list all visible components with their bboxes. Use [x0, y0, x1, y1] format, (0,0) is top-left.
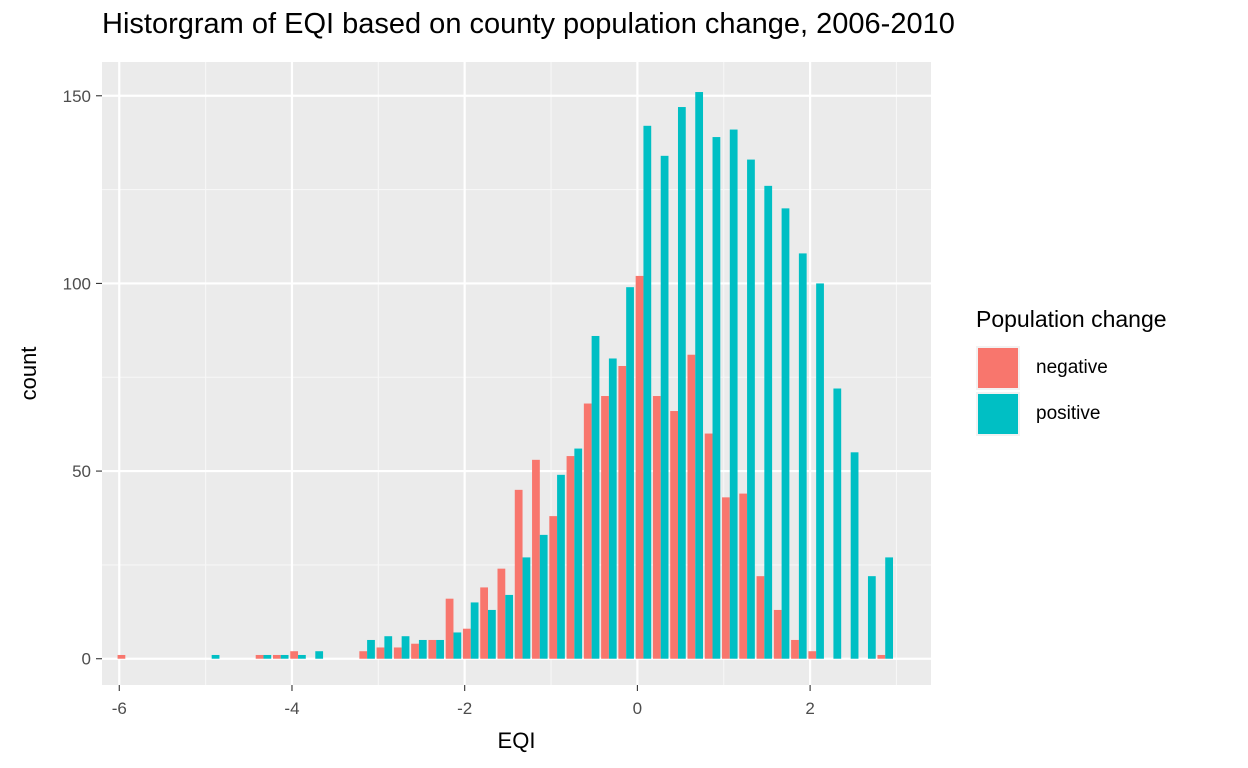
legend-title: Population change — [976, 306, 1167, 332]
x-tick-label: -6 — [112, 699, 127, 718]
y-tick-label: 100 — [63, 274, 91, 293]
bar-positive — [885, 557, 894, 659]
x-tick-label: -2 — [457, 699, 472, 718]
bar-positive — [522, 557, 531, 659]
bar-negative — [601, 396, 609, 659]
bar-positive — [436, 639, 444, 659]
bar-positive — [211, 654, 220, 659]
bar-negative — [532, 459, 540, 659]
bar-negative — [773, 609, 782, 659]
bar-negative — [618, 365, 627, 659]
bar-positive — [712, 137, 721, 659]
bar-positive — [505, 594, 514, 659]
bar-negative — [480, 587, 489, 659]
bar-negative — [877, 654, 886, 659]
bar-negative — [791, 639, 799, 659]
bar-positive — [263, 654, 272, 659]
bar-positive — [298, 654, 306, 659]
bar-negative — [376, 647, 385, 659]
bar-positive — [280, 654, 289, 659]
bar-positive — [608, 358, 617, 659]
bar-positive — [867, 576, 876, 659]
y-tick-label: 50 — [72, 462, 91, 481]
y-tick-label: 0 — [82, 650, 91, 669]
y-axis-title: count — [16, 347, 41, 401]
bar-negative — [117, 654, 126, 659]
axis-ticks — [96, 95, 811, 691]
bar-negative — [566, 456, 575, 659]
bar-positive — [747, 159, 755, 659]
legend-label-positive: positive — [1036, 403, 1101, 424]
bar-negative — [462, 628, 471, 659]
legend-key — [976, 392, 1020, 436]
bar-negative — [445, 598, 454, 659]
bar-positive — [764, 185, 773, 659]
legend-swatch-positive — [978, 394, 1018, 434]
bar-negative — [549, 516, 558, 659]
bar-positive — [557, 474, 565, 659]
legend-key — [976, 346, 1020, 390]
bar-negative — [722, 497, 730, 659]
bar-positive — [470, 602, 479, 659]
x-axis-title: EQI — [498, 728, 536, 753]
bar-positive — [833, 388, 842, 659]
bar-negative — [290, 651, 299, 659]
legend: Population change negative positive — [976, 306, 1167, 437]
bar-positive — [660, 155, 669, 659]
legend-item-negative: negative — [976, 345, 1167, 391]
bar-negative — [635, 275, 644, 659]
bar-positive — [798, 253, 807, 659]
y-tick-label: 150 — [63, 87, 91, 106]
bar-positive — [643, 125, 652, 659]
bar-positive — [367, 639, 375, 659]
bar-positive — [591, 335, 600, 659]
bar-positive — [384, 636, 393, 659]
bar-negative — [756, 576, 765, 659]
x-tick-label: 2 — [805, 699, 814, 718]
bar-positive — [453, 632, 462, 659]
bar-negative — [514, 489, 523, 659]
bar-positive — [781, 208, 790, 659]
bar-positive — [677, 107, 686, 659]
bar-positive — [574, 448, 583, 659]
x-tick-label: -4 — [284, 699, 299, 718]
bar-negative — [670, 411, 678, 659]
bar-negative — [704, 433, 713, 659]
bar-negative — [739, 493, 748, 659]
legend-label-negative: negative — [1036, 357, 1108, 378]
bar-positive — [315, 651, 324, 659]
chart-title: Historgram of EQI based on county popula… — [102, 8, 955, 40]
bar-positive — [816, 283, 824, 659]
bar-positive — [418, 639, 427, 659]
bar-negative — [255, 654, 264, 659]
tick-labels: -6 -4 -2 0 2 0 50 100 150 — [63, 87, 815, 718]
bar-negative — [393, 647, 402, 659]
bar-negative — [652, 396, 661, 659]
bar-negative — [428, 639, 437, 659]
x-tick-label: 0 — [633, 699, 642, 718]
bar-positive — [695, 92, 704, 659]
bar-positive — [626, 287, 634, 659]
bar-positive — [401, 636, 410, 659]
bar-negative — [808, 651, 817, 659]
bar-negative — [272, 654, 281, 659]
bar-negative — [497, 568, 506, 659]
bar-negative — [359, 651, 368, 659]
bar-negative — [687, 354, 696, 659]
bar-negative — [411, 643, 419, 659]
bar-positive — [850, 452, 859, 659]
legend-swatch-negative — [978, 348, 1018, 388]
bar-negative — [583, 403, 592, 659]
bars — [117, 92, 894, 659]
bar-positive — [729, 129, 738, 659]
bar-positive — [539, 534, 548, 659]
bar-positive — [488, 609, 496, 659]
legend-item-positive: positive — [976, 391, 1167, 437]
